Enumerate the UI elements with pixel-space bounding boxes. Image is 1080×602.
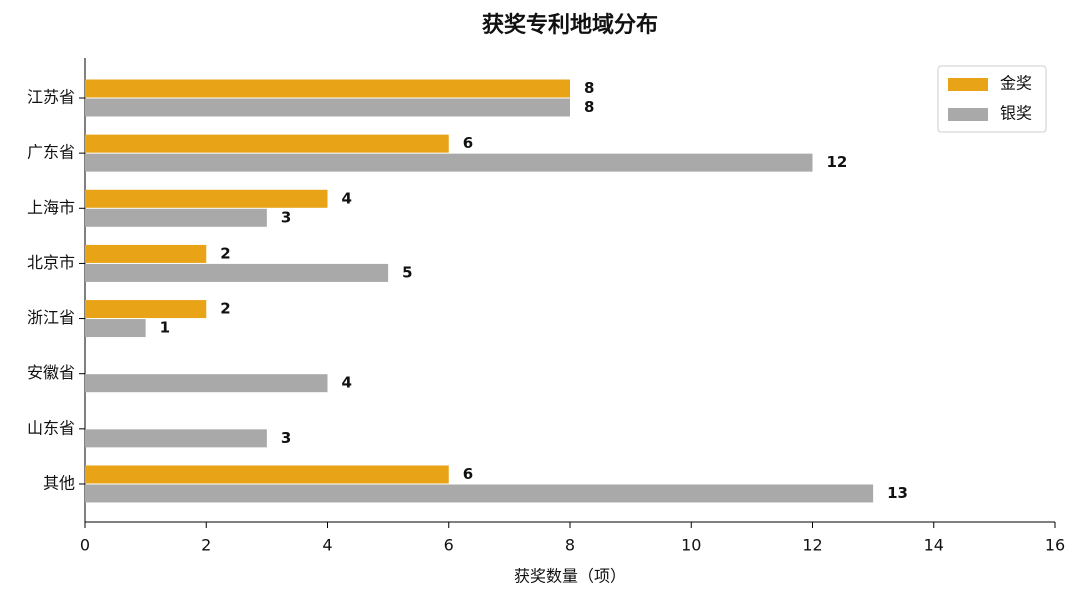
value-label: 8 [584, 98, 594, 116]
legend-label: 银奖 [1000, 104, 1032, 123]
bar [85, 208, 267, 227]
y-tick-label: 广东省 [27, 143, 75, 162]
value-label: 2 [220, 244, 230, 262]
y-tick-label: 江苏省 [27, 88, 75, 107]
value-label: 13 [887, 484, 908, 502]
legend-label: 金奖 [1000, 74, 1032, 93]
x-tick-label: 4 [322, 536, 332, 555]
bar [85, 374, 328, 393]
value-label: 4 [342, 374, 352, 392]
bar [85, 429, 267, 448]
bar [85, 484, 874, 503]
value-label: 6 [463, 134, 473, 152]
x-tick-label: 2 [201, 536, 211, 555]
value-label: 3 [281, 429, 291, 447]
legend-swatch [948, 108, 988, 121]
bar [85, 79, 570, 98]
y-tick-label: 浙江省 [27, 308, 75, 327]
x-axis-label: 获奖数量（项） [514, 567, 626, 586]
value-label: 3 [281, 208, 291, 226]
value-label: 4 [342, 189, 352, 207]
bar [85, 189, 328, 208]
y-tick-label: 上海市 [27, 198, 75, 217]
value-label: 8 [584, 79, 594, 97]
x-tick-label: 6 [444, 536, 454, 555]
bar [85, 300, 207, 319]
legend-swatch [948, 78, 988, 91]
x-tick-label: 8 [565, 536, 575, 555]
bar [85, 134, 449, 153]
x-tick-label: 12 [802, 536, 822, 555]
y-tick-label: 北京市 [27, 253, 75, 272]
chart-title: 获奖专利地域分布 [482, 12, 658, 38]
x-tick-label: 10 [681, 536, 701, 555]
x-tick-label: 16 [1045, 536, 1065, 555]
value-label: 6 [463, 465, 473, 483]
bar [85, 244, 207, 263]
x-tick-label: 0 [80, 536, 90, 555]
value-label: 1 [160, 319, 170, 337]
value-label: 2 [220, 300, 230, 318]
bar [85, 465, 449, 484]
y-tick-label: 安徽省 [27, 363, 75, 382]
bar [85, 98, 570, 117]
bar [85, 153, 813, 172]
value-label: 5 [402, 263, 412, 281]
bar [85, 319, 146, 338]
bar [85, 263, 389, 282]
value-label: 12 [827, 153, 848, 171]
y-tick-label: 山东省 [27, 418, 75, 437]
y-tick-label: 其他 [43, 473, 75, 492]
x-tick-label: 14 [924, 536, 944, 555]
